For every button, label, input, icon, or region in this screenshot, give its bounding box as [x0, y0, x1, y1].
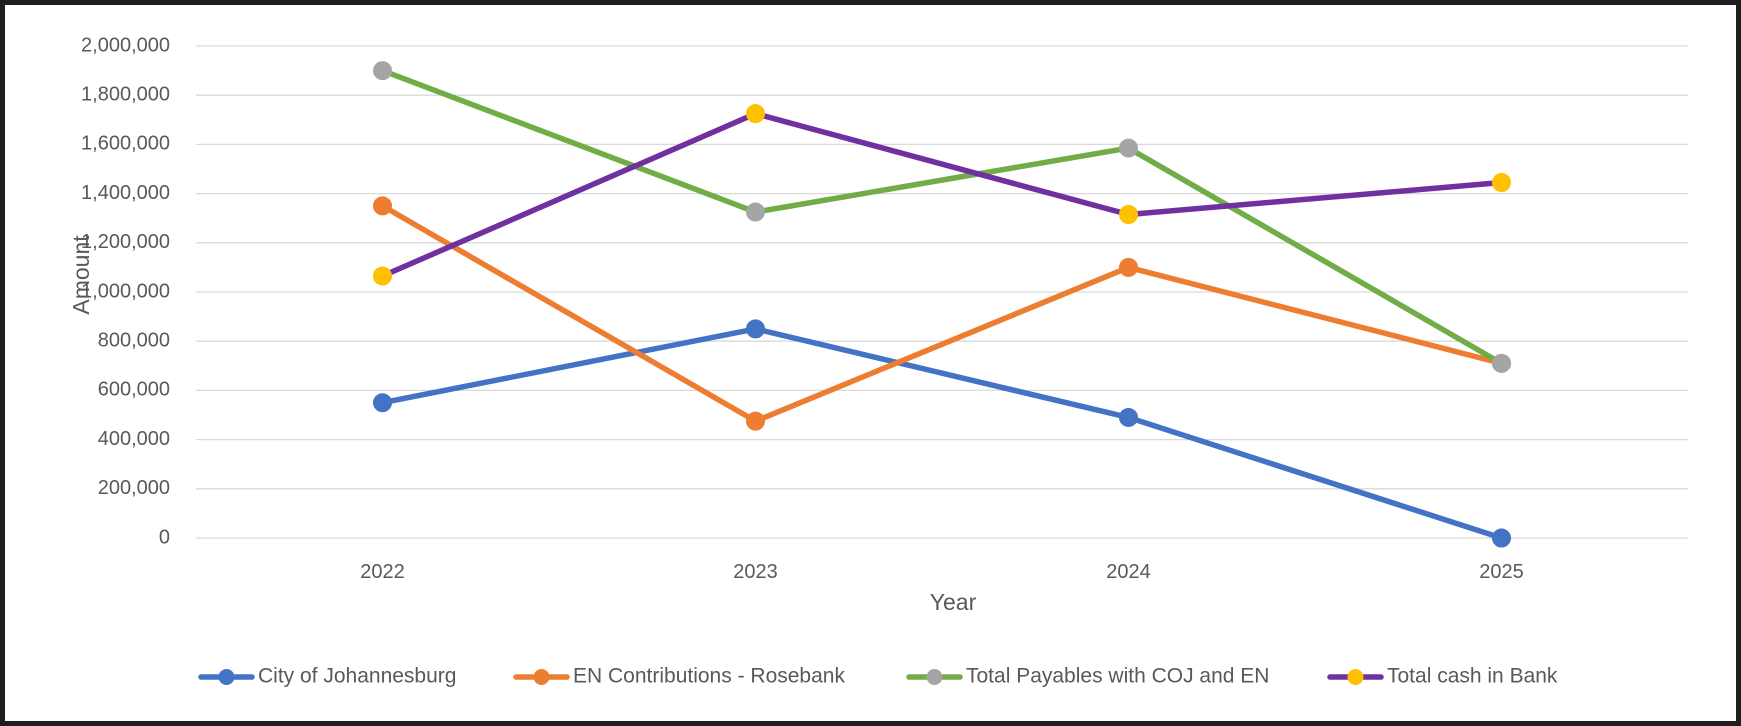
legend-item: Total Payables with COJ and EN	[906, 665, 1269, 688]
legend-label: EN Contributions - Rosebank	[573, 665, 845, 688]
y-tick-label: 1,800,000	[81, 83, 170, 105]
series-line	[379, 110, 1505, 279]
chart-frame: 0 200,000 400,000 600,000 800,000 1,000,000 1,…	[5, 5, 1736, 721]
x-axis-title: Year	[930, 589, 977, 615]
data-point	[1119, 407, 1138, 427]
data-point	[1492, 528, 1511, 548]
y-tick-label: 2,000,000	[81, 34, 170, 56]
data-point	[1119, 257, 1138, 277]
x-tick-label: 2022	[360, 561, 405, 583]
legend-label: City of Johannesburg	[258, 665, 456, 688]
legend-label: Total cash in Bank	[1387, 665, 1558, 688]
data-point	[373, 61, 392, 81]
legend-item: Total cash in Bank	[1327, 665, 1558, 688]
series-3	[373, 61, 1511, 373]
data-point	[1492, 173, 1511, 193]
y-tick-label: 1,200,000	[81, 231, 170, 253]
data-point	[746, 104, 765, 124]
series-1	[373, 319, 1511, 548]
data-point	[1119, 138, 1138, 158]
data-point	[373, 393, 392, 413]
x-axis-ticks: 2022 2023 2024 2025	[360, 561, 1524, 583]
series-2	[373, 196, 1511, 431]
series-line	[379, 67, 1505, 367]
data-point	[746, 202, 765, 222]
series-line	[379, 203, 1505, 424]
y-axis-ticks: 0 200,000 400,000 600,000 800,000 1,000,000 1,…	[81, 34, 170, 548]
data-point	[1492, 353, 1511, 373]
data-point	[1119, 205, 1138, 225]
data-point	[746, 411, 765, 431]
x-tick-label: 2023	[733, 561, 778, 583]
y-tick-label: 400,000	[98, 428, 170, 450]
legend: City of Johannesburg EN Contributions - R…	[198, 665, 1558, 688]
line-chart: 0 200,000 400,000 600,000 800,000 1,000,000 1,…	[68, 34, 1688, 688]
legend-marker	[218, 669, 235, 685]
gridlines	[196, 45, 1688, 539]
legend-item: EN Contributions - Rosebank	[513, 665, 845, 688]
legend-marker	[1347, 669, 1364, 685]
data-point	[373, 196, 392, 216]
data-point	[373, 266, 392, 286]
y-tick-label: 200,000	[98, 477, 170, 499]
y-axis-title: Amount	[68, 235, 94, 315]
y-tick-label: 600,000	[98, 379, 170, 401]
x-tick-label: 2024	[1106, 561, 1151, 583]
y-tick-label: 0	[159, 526, 170, 548]
y-tick-label: 1,600,000	[81, 133, 170, 155]
y-tick-label: 1,000,000	[81, 280, 170, 302]
data-point	[746, 319, 765, 339]
legend-label: Total Payables with COJ and EN	[966, 665, 1269, 688]
y-tick-label: 800,000	[98, 329, 170, 351]
y-tick-label: 1,400,000	[81, 182, 170, 204]
series-line	[379, 326, 1505, 541]
series-4	[373, 104, 1511, 286]
legend-item: City of Johannesburg	[198, 665, 456, 688]
x-tick-label: 2025	[1479, 561, 1524, 583]
legend-marker	[926, 669, 943, 685]
series	[373, 61, 1511, 548]
legend-marker	[533, 669, 550, 685]
